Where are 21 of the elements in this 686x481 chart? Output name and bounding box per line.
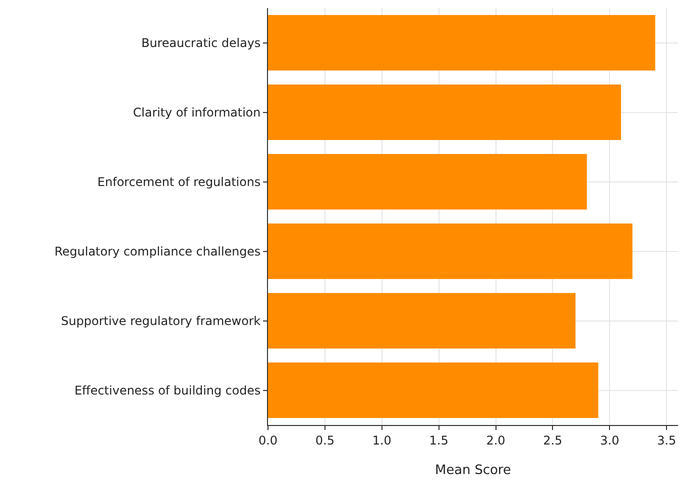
x-tick-label: 1.0 [372, 433, 392, 448]
x-tick-label: 2.5 [543, 433, 562, 448]
x-tick-label: 0.0 [258, 433, 278, 448]
x-tick-label: 3.5 [657, 433, 676, 448]
y-tick-label: Clarity of information [133, 105, 261, 120]
bar [268, 154, 587, 210]
x-tick-label: 3.0 [600, 433, 620, 448]
bar [268, 223, 632, 280]
y-tick-label: Enforcement of regulations [97, 174, 261, 189]
bar [268, 292, 576, 349]
y-tick-label: Effectiveness of building codes [74, 383, 261, 398]
y-tick-label: Regulatory compliance challenges [54, 244, 261, 258]
x-tick-label: 0.5 [315, 433, 334, 448]
x-axis-title: Mean Score [435, 463, 511, 478]
x-tick-label: 1.5 [429, 433, 448, 448]
x-tick-label: 2.0 [486, 433, 506, 448]
bar [268, 84, 622, 140]
bar [268, 362, 598, 418]
y-tick-label: Supportive regulatory framework [61, 314, 261, 328]
bar [268, 14, 656, 71]
y-tick-label: Bureaucratic delays [141, 36, 261, 50]
